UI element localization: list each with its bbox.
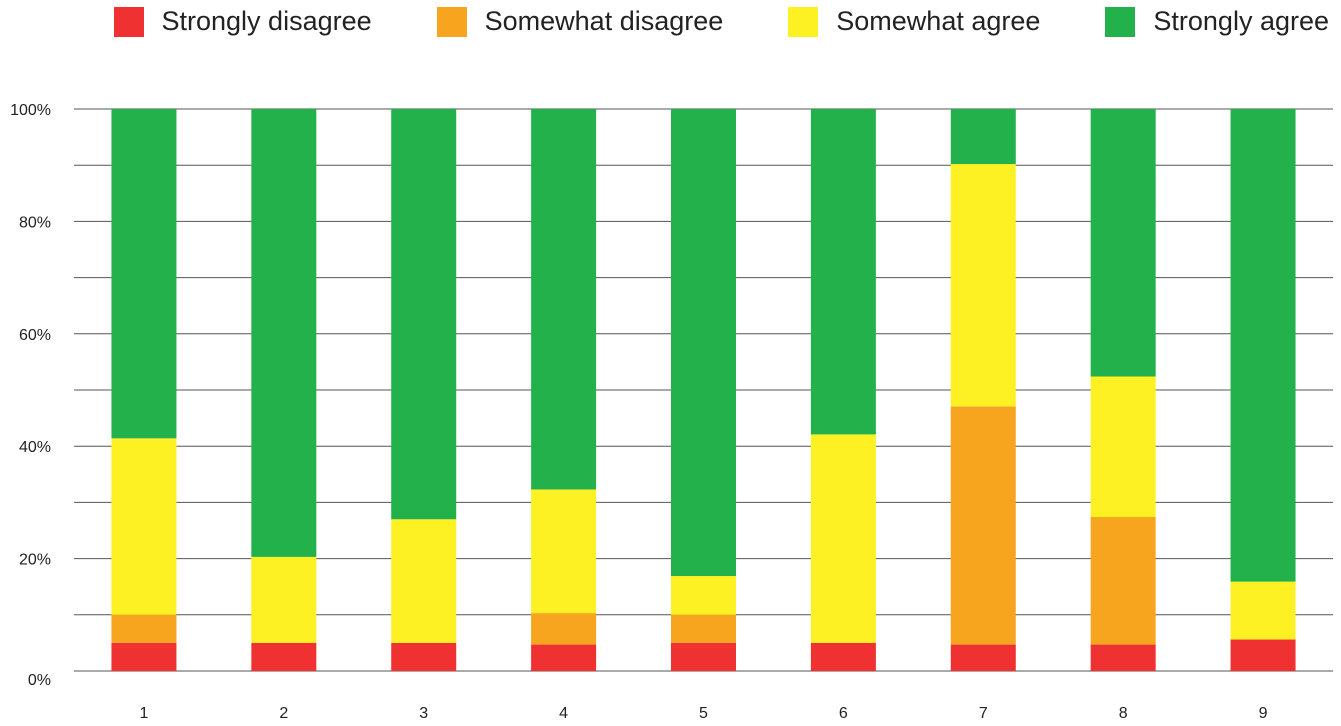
bar-segment — [531, 489, 597, 614]
y-tick-label: 40% — [19, 439, 51, 456]
bar-segment — [111, 614, 177, 643]
bar-segment — [671, 642, 736, 671]
bars — [111, 109, 1296, 671]
legend: Strongly disagree Somewhat disagree Some… — [113, 6, 1329, 37]
bar-segment — [810, 642, 876, 671]
legend-item-somewhat-disagree: Somewhat disagree — [436, 6, 724, 37]
x-tick-label: 4 — [559, 705, 568, 722]
bar-segment — [111, 438, 177, 615]
y-tick-label: 80% — [19, 214, 51, 231]
bar-segment — [950, 109, 1016, 165]
legend-swatch-strongly-disagree — [113, 6, 144, 37]
x-tick-label: 5 — [699, 705, 708, 722]
legend-item-somewhat-agree: Somewhat agree — [788, 6, 1040, 37]
legend-label-somewhat-disagree: Somewhat disagree — [484, 6, 724, 36]
bar-segment — [111, 109, 177, 439]
y-axis: 0% 20% 40% 60% 80% 100% — [10, 102, 51, 689]
bar-segment — [671, 109, 736, 577]
x-axis: 1 2 3 4 5 6 7 8 9 — [139, 705, 1267, 722]
bar-segment — [1230, 581, 1296, 640]
bar-segment — [671, 614, 736, 643]
bar-segment — [671, 576, 736, 615]
bar-segment — [810, 434, 876, 643]
bar-segment — [1090, 376, 1156, 518]
bar-segment — [1090, 644, 1156, 671]
y-tick-label: 0% — [28, 672, 51, 689]
x-tick-label: 7 — [979, 705, 988, 722]
bar-segment — [950, 644, 1016, 671]
bar-segment — [531, 613, 597, 645]
legend-label-somewhat-agree: Somewhat agree — [836, 6, 1041, 36]
bar-segment — [1090, 109, 1156, 377]
x-tick-label: 1 — [139, 705, 148, 722]
bar-segment — [391, 109, 457, 520]
bar-segment — [1230, 639, 1296, 671]
bar-segment — [251, 109, 317, 557]
legend-item-strongly-agree: Strongly agree — [1105, 6, 1329, 37]
bar-segment — [950, 164, 1016, 407]
bar-segment — [1090, 517, 1156, 645]
bar-segment — [950, 406, 1016, 645]
bar-segment — [251, 556, 317, 643]
bar-segment — [531, 109, 597, 490]
legend-label-strongly-disagree: Strongly disagree — [161, 6, 372, 36]
x-tick-label: 8 — [1119, 705, 1128, 722]
bar-segment — [1230, 109, 1296, 582]
x-tick-label: 3 — [419, 705, 428, 722]
legend-swatch-somewhat-agree — [788, 6, 819, 37]
x-tick-label: 6 — [839, 705, 848, 722]
bar-segment — [391, 519, 457, 643]
legend-swatch-somewhat-disagree — [436, 6, 467, 37]
bar-segment — [531, 644, 597, 671]
y-tick-label: 60% — [19, 327, 51, 344]
legend-swatch-strongly-agree — [1105, 6, 1136, 37]
y-tick-label: 100% — [10, 102, 51, 119]
legend-item-strongly-disagree: Strongly disagree — [113, 6, 372, 37]
legend-label-strongly-agree: Strongly agree — [1153, 6, 1329, 36]
x-tick-label: 9 — [1259, 705, 1268, 722]
x-tick-label: 2 — [279, 705, 288, 722]
bar-segment — [251, 642, 317, 671]
y-tick-label: 20% — [19, 552, 51, 569]
bar-segment — [810, 109, 876, 435]
bar-segment — [111, 642, 177, 671]
bar-segment — [391, 642, 457, 671]
